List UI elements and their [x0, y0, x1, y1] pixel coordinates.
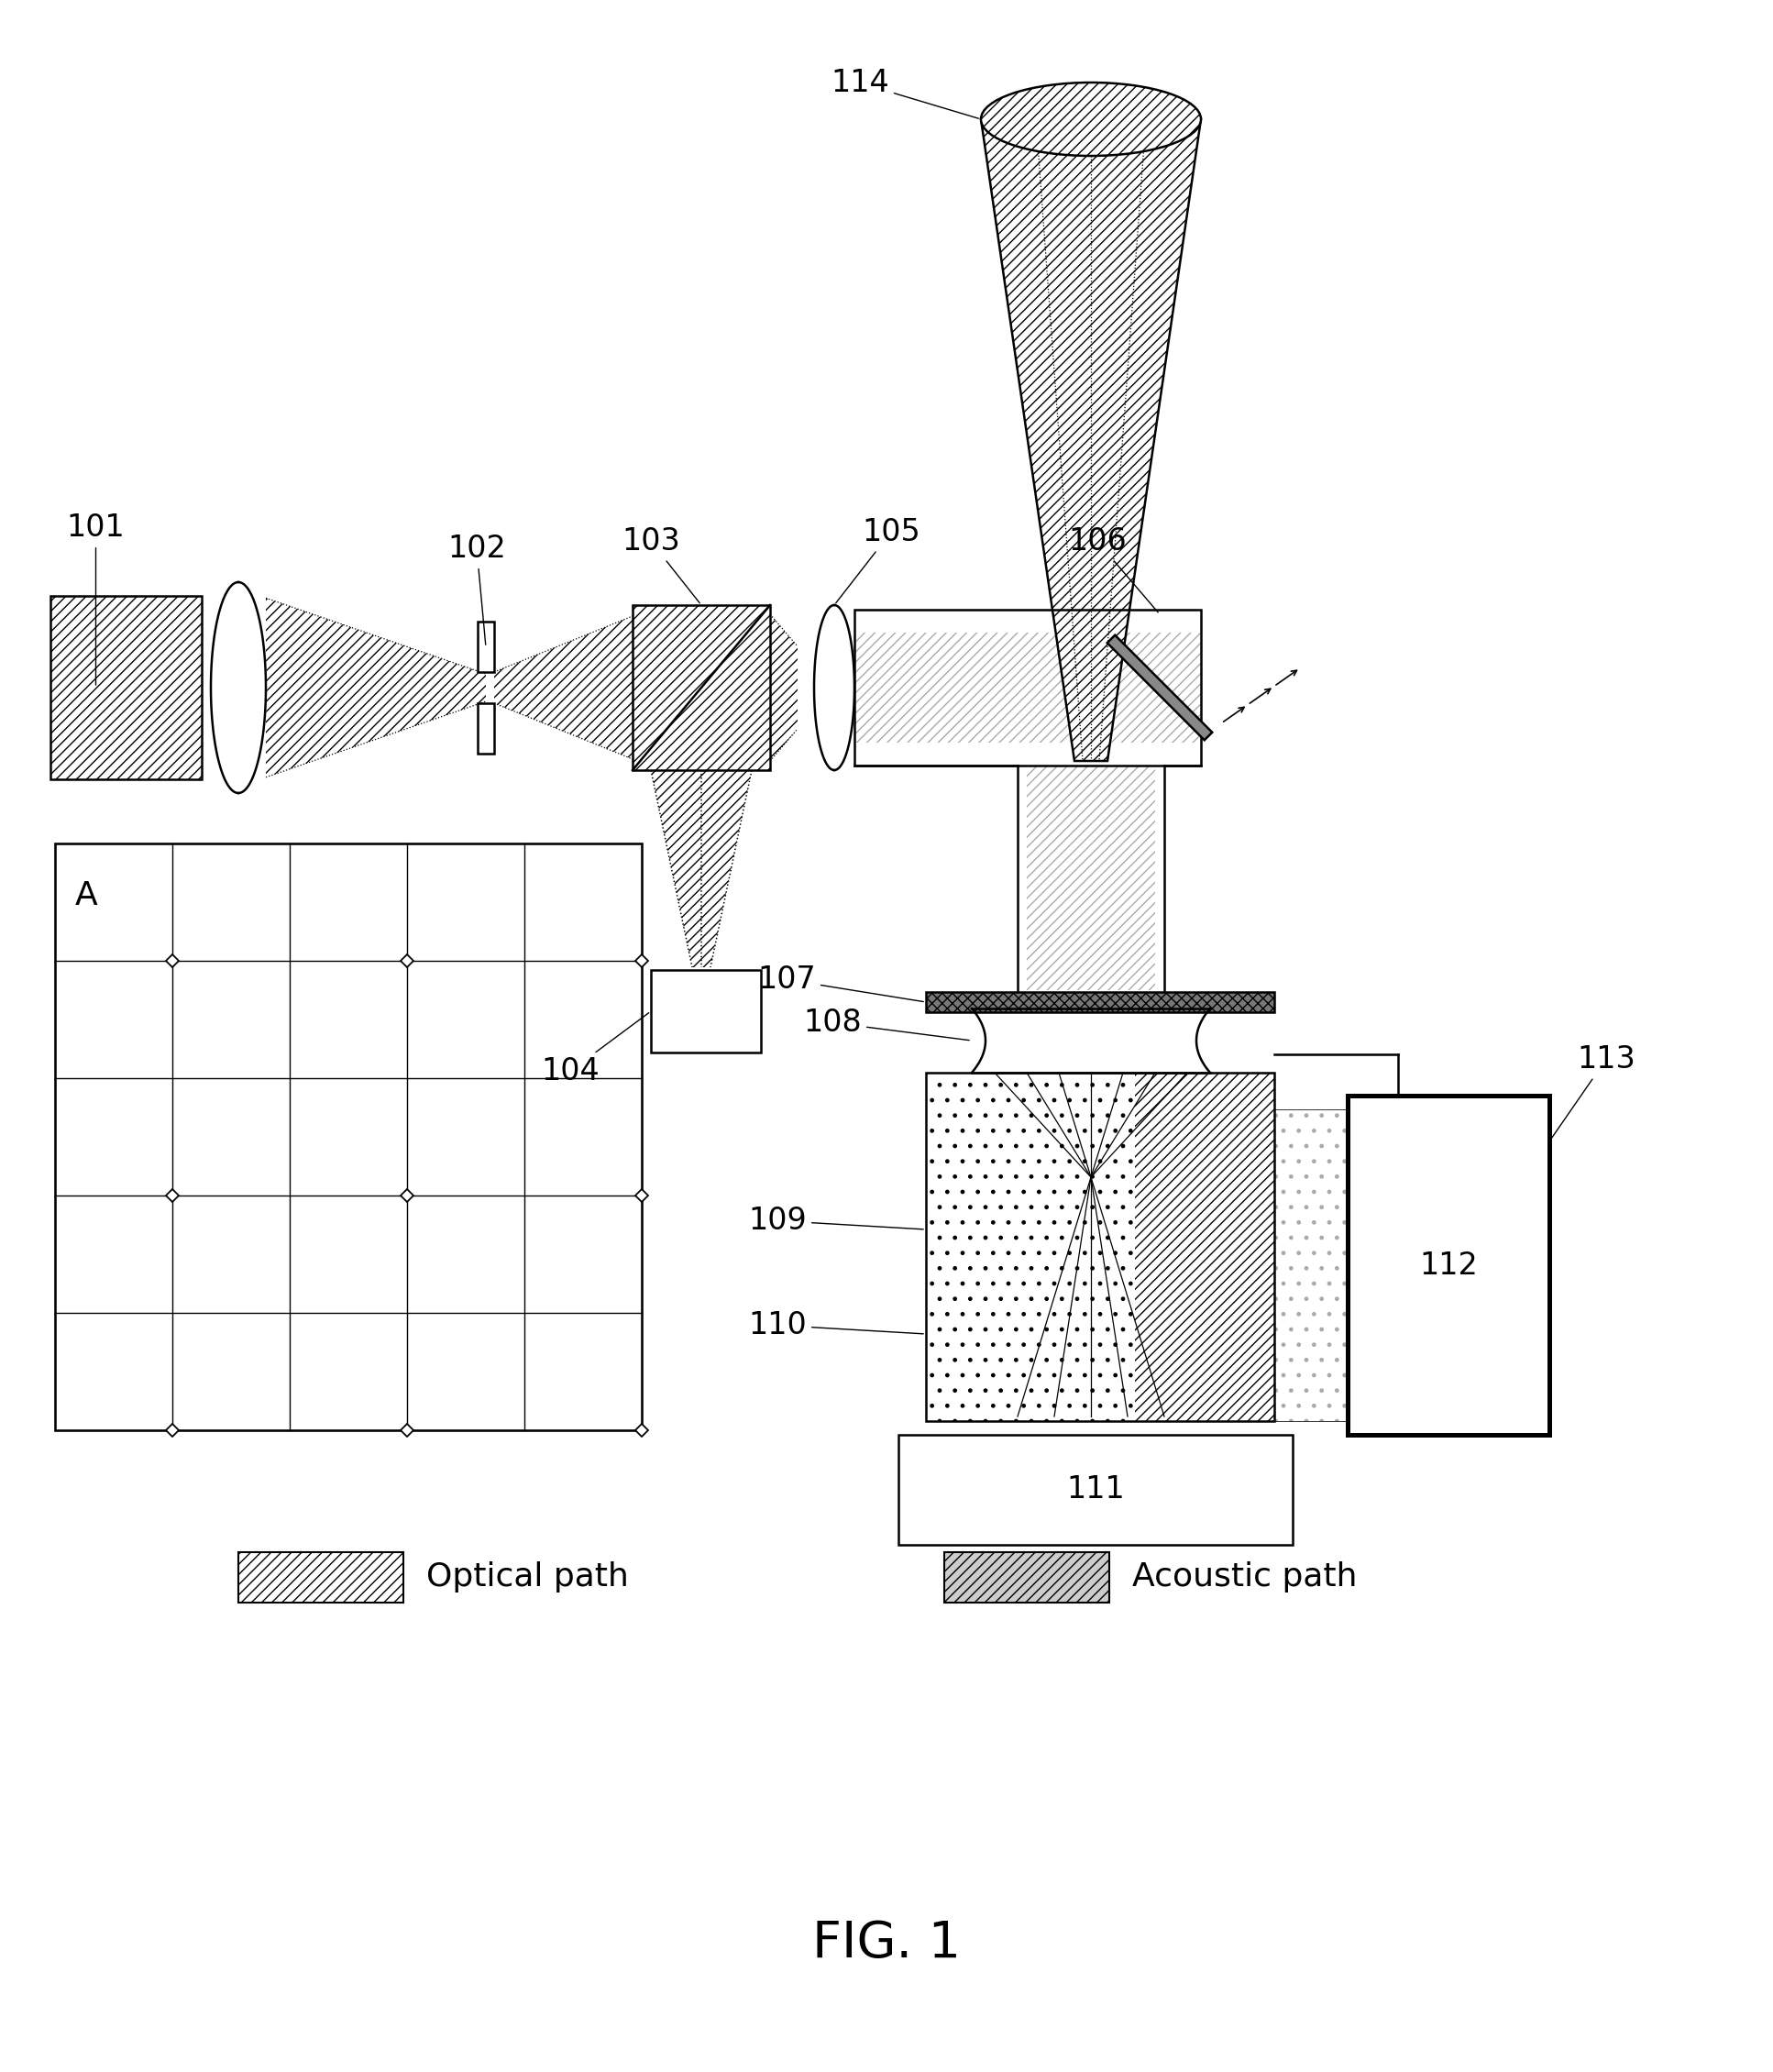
Text: 105: 105	[835, 518, 920, 603]
Text: A: A	[74, 881, 98, 912]
Text: 101: 101	[67, 512, 126, 686]
Text: 108: 108	[803, 1007, 970, 1040]
Text: 103: 103	[622, 526, 700, 603]
Text: 104: 104	[541, 1013, 649, 1086]
Text: 110: 110	[748, 1310, 924, 1341]
Bar	[1275, 1109, 1417, 1421]
Bar	[651, 970, 761, 1053]
Bar	[55, 843, 642, 1430]
Bar	[926, 1073, 1275, 1421]
Bar	[899, 1434, 1293, 1546]
Bar	[1355, 1102, 1543, 1428]
Text: 102: 102	[447, 535, 505, 644]
Text: Optical path: Optical path	[426, 1562, 629, 1593]
Polygon shape	[980, 120, 1200, 760]
Bar	[1135, 1073, 1275, 1421]
Polygon shape	[495, 613, 637, 760]
Polygon shape	[651, 771, 752, 968]
Polygon shape	[769, 613, 798, 760]
Bar	[926, 992, 1275, 1011]
Polygon shape	[1106, 636, 1213, 740]
Bar	[855, 609, 1200, 765]
Bar	[855, 632, 1200, 742]
Bar	[477, 622, 495, 671]
Text: 114: 114	[832, 68, 979, 118]
Text: 106: 106	[1067, 526, 1158, 613]
Bar	[238, 1552, 404, 1602]
Polygon shape	[266, 599, 486, 777]
Text: 109: 109	[748, 1206, 924, 1235]
Text: FIG. 1: FIG. 1	[812, 1919, 961, 1968]
Text: 112: 112	[1418, 1249, 1477, 1280]
Bar	[1027, 765, 1154, 990]
Bar	[945, 1552, 1110, 1602]
Bar	[1347, 1096, 1550, 1434]
Text: 113: 113	[1551, 1044, 1635, 1140]
Bar	[477, 702, 495, 754]
Ellipse shape	[980, 83, 1200, 155]
Bar	[926, 1073, 1135, 1421]
Text: 111: 111	[1066, 1475, 1124, 1504]
Text: 107: 107	[757, 963, 924, 1001]
Text: Acoustic path: Acoustic path	[1133, 1562, 1358, 1593]
Bar	[633, 605, 769, 771]
Bar	[50, 597, 202, 779]
